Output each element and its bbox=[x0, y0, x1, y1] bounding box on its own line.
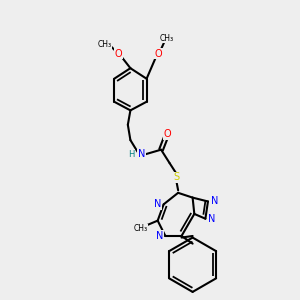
Text: CH₃: CH₃ bbox=[133, 224, 147, 233]
Text: N: N bbox=[208, 214, 215, 224]
Text: N: N bbox=[211, 196, 218, 206]
Text: O: O bbox=[163, 129, 171, 139]
Text: O: O bbox=[115, 49, 122, 59]
Text: N: N bbox=[154, 199, 162, 209]
Text: CH₃: CH₃ bbox=[160, 34, 174, 43]
Text: S: S bbox=[173, 172, 179, 182]
Text: H: H bbox=[128, 150, 134, 159]
Text: CH₃: CH₃ bbox=[98, 40, 112, 49]
Text: N: N bbox=[156, 231, 163, 241]
Text: O: O bbox=[155, 49, 162, 59]
Text: N: N bbox=[138, 149, 145, 160]
